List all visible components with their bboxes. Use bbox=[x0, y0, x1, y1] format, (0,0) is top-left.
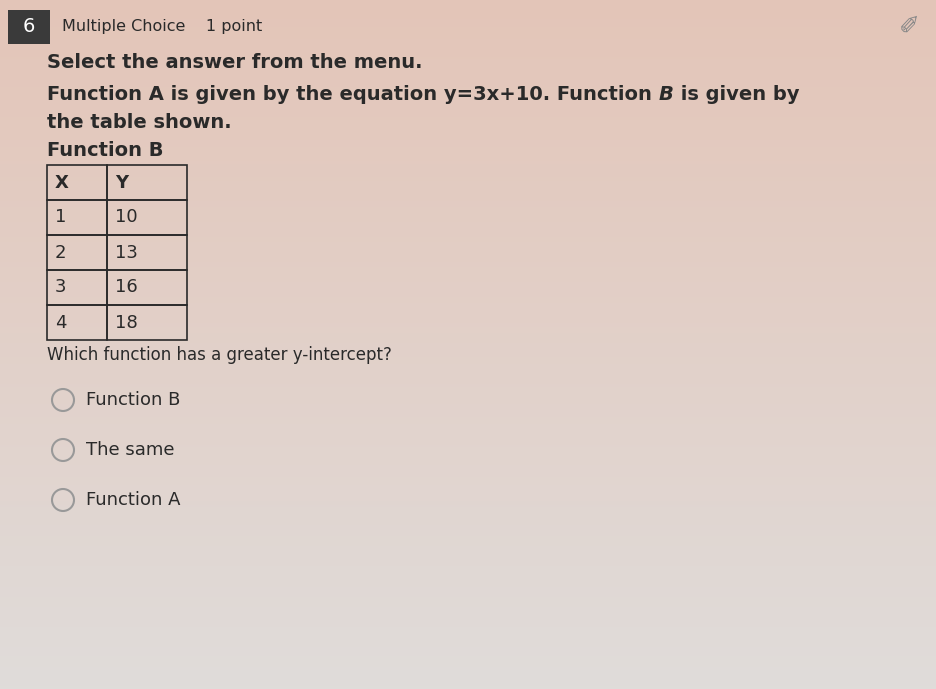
Text: is given by: is given by bbox=[673, 85, 798, 105]
Text: Function B: Function B bbox=[86, 391, 181, 409]
Text: The same: The same bbox=[86, 441, 174, 459]
Bar bbox=[107, 235, 187, 270]
Text: Function A: Function A bbox=[86, 491, 181, 509]
Text: Select the answer from the menu.: Select the answer from the menu. bbox=[47, 54, 422, 72]
Text: 13: 13 bbox=[115, 243, 138, 262]
Bar bbox=[107, 270, 187, 305]
Text: B: B bbox=[658, 85, 673, 105]
Bar bbox=[47, 200, 107, 235]
Text: Multiple Choice    1 point: Multiple Choice 1 point bbox=[62, 19, 262, 34]
Text: Function B: Function B bbox=[47, 141, 163, 159]
Text: the table shown.: the table shown. bbox=[47, 112, 231, 132]
Text: 16: 16 bbox=[115, 278, 138, 296]
Bar bbox=[107, 200, 187, 235]
Bar bbox=[47, 270, 107, 305]
Bar bbox=[107, 165, 187, 200]
FancyBboxPatch shape bbox=[8, 10, 50, 44]
Bar bbox=[47, 305, 107, 340]
Text: Which function has a greater y-intercept?: Which function has a greater y-intercept… bbox=[47, 346, 391, 364]
Text: 4: 4 bbox=[55, 313, 66, 331]
Text: 18: 18 bbox=[115, 313, 138, 331]
Bar bbox=[47, 165, 107, 200]
Bar bbox=[47, 235, 107, 270]
Text: X: X bbox=[55, 174, 69, 192]
Text: 1: 1 bbox=[55, 209, 66, 227]
Text: 3: 3 bbox=[55, 278, 66, 296]
Text: ✐: ✐ bbox=[898, 15, 919, 39]
Bar bbox=[107, 305, 187, 340]
Text: Y: Y bbox=[115, 174, 128, 192]
Text: 6: 6 bbox=[22, 17, 36, 37]
Text: 10: 10 bbox=[115, 209, 138, 227]
Text: 2: 2 bbox=[55, 243, 66, 262]
Text: Function A is given by the equation y=3x+10. Function: Function A is given by the equation y=3x… bbox=[47, 85, 658, 105]
